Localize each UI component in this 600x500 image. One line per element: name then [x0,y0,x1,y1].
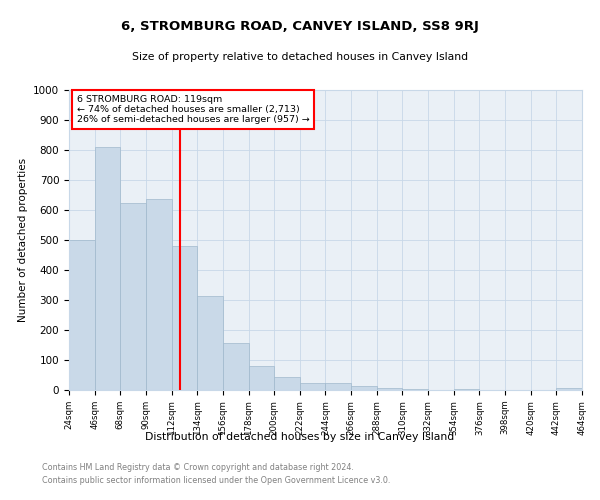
Text: 6 STROMBURG ROAD: 119sqm
← 74% of detached houses are smaller (2,713)
26% of sem: 6 STROMBURG ROAD: 119sqm ← 74% of detach… [77,94,310,124]
Bar [69,240,95,390]
Bar [325,384,351,390]
Text: 6, STROMBURG ROAD, CANVEY ISLAND, SS8 9RJ: 6, STROMBURG ROAD, CANVEY ISLAND, SS8 9R… [121,20,479,33]
Bar [274,376,300,390]
Bar [300,382,325,390]
Bar [172,246,197,390]
Bar [377,388,403,390]
Bar [146,198,172,390]
Bar [197,296,223,390]
Bar [556,388,582,390]
Bar [248,366,274,390]
Text: Contains public sector information licensed under the Open Government Licence v3: Contains public sector information licen… [42,476,391,485]
Text: Contains HM Land Registry data © Crown copyright and database right 2024.: Contains HM Land Registry data © Crown c… [42,464,354,472]
Bar [120,202,146,390]
Bar [223,343,248,390]
Text: Size of property relative to detached houses in Canvey Island: Size of property relative to detached ho… [132,52,468,62]
Text: Distribution of detached houses by size in Canvey Island: Distribution of detached houses by size … [145,432,455,442]
Bar [351,386,377,390]
Y-axis label: Number of detached properties: Number of detached properties [17,158,28,322]
Bar [403,388,428,390]
Bar [95,147,120,390]
